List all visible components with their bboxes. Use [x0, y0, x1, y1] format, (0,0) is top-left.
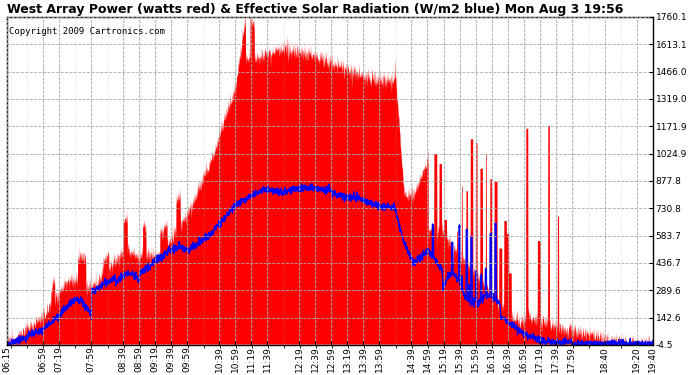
Text: Copyright 2009 Cartronics.com: Copyright 2009 Cartronics.com — [8, 27, 164, 36]
Text: West Array Power (watts red) & Effective Solar Radiation (W/m2 blue) Mon Aug 3 1: West Array Power (watts red) & Effective… — [8, 3, 624, 16]
